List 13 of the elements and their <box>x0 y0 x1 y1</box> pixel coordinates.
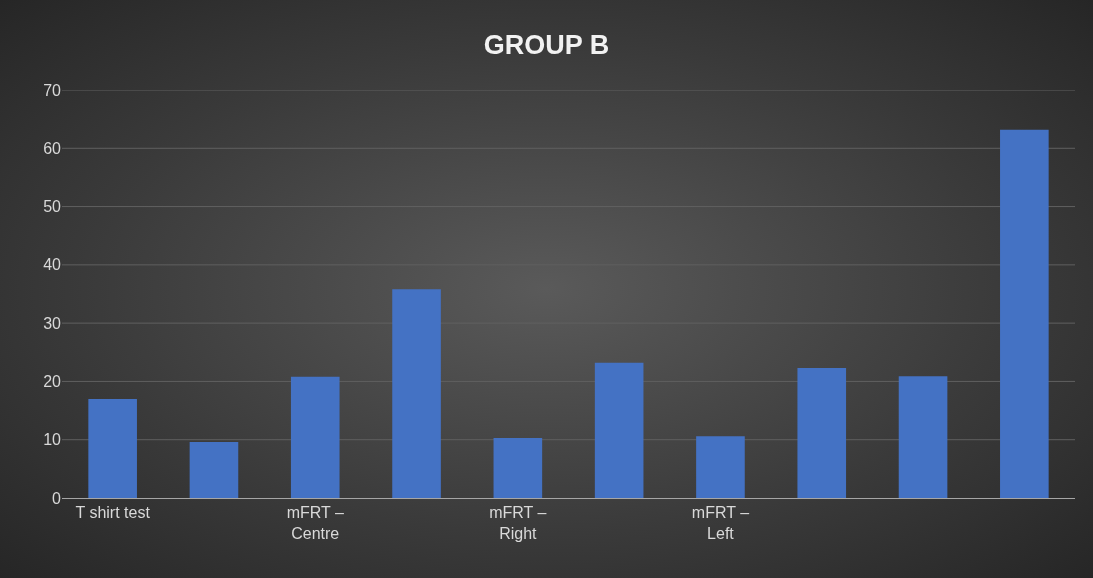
y-tick-label: 20 <box>43 373 62 391</box>
y-tick-label: 50 <box>43 198 62 216</box>
y-tick-label: 0 <box>52 489 62 507</box>
y-tick-label: 60 <box>43 139 62 157</box>
x-tick-label: T shirt test <box>75 504 151 522</box>
x-tick-label: mFRT – Centre <box>286 504 344 542</box>
chart-title: GROUP B <box>483 29 610 60</box>
y-tick-label: 40 <box>43 256 62 274</box>
y-tick-label: 30 <box>43 314 62 332</box>
y-tick-label: 70 <box>43 81 62 99</box>
x-tick-label: mFRT – Right <box>489 504 547 542</box>
x-tick-label: mFRT – Left <box>691 504 750 542</box>
y-tick-label: 10 <box>43 431 62 449</box>
